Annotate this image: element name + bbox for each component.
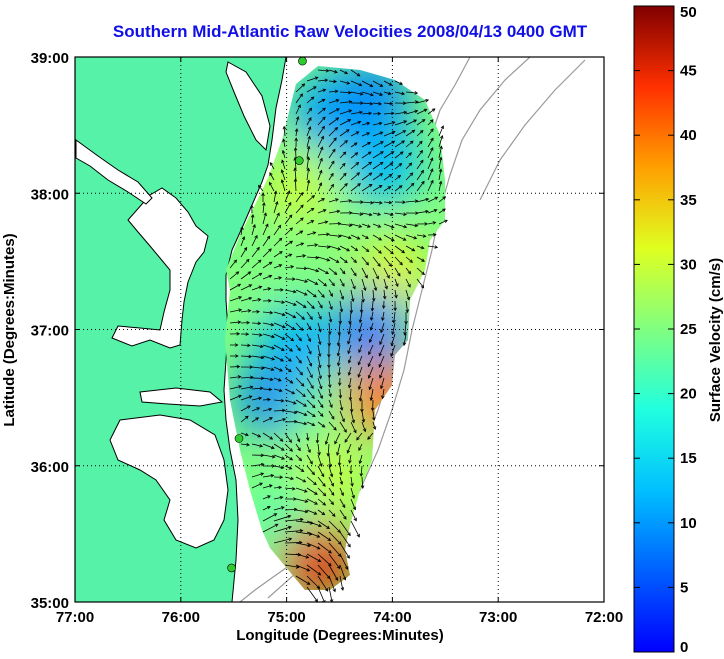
colorbar-tick-label: 10	[680, 515, 697, 532]
x-tick-label: 72:00	[585, 609, 623, 626]
x-tick-label: 75:00	[267, 609, 305, 626]
y-tick-label: 38:00	[31, 186, 69, 203]
radar-station-marker	[298, 57, 307, 66]
chesapeake-bay	[111, 187, 209, 349]
velocity-region	[343, 128, 420, 204]
potomac-river	[75, 139, 153, 205]
y-tick-label: 39:00	[31, 50, 69, 67]
radar-stations	[227, 57, 307, 573]
colorbar-tick-label: 30	[680, 256, 697, 273]
pamlico-sound	[109, 414, 229, 549]
radar-station-marker	[294, 156, 304, 165]
y-axis-label: Latitude (Degrees:Minutes)	[1, 233, 18, 426]
colorbar-tick-label: 25	[680, 321, 697, 338]
x-axis: 77:00 76:00 75:00 74:00 73:00 72:00	[56, 57, 623, 626]
colorbar-tick-label: 5	[680, 579, 688, 596]
delaware-bay	[225, 61, 271, 152]
colorbar-tick-label: 35	[680, 192, 697, 209]
y-axis: 39:00 38:00 37:00 36:00 35:00	[31, 50, 604, 612]
velocity-vectors	[229, 68, 448, 602]
colorbar-ticks: 0 5 10 15 20 25 30 35 40 45 50	[634, 4, 697, 656]
y-tick-label: 35:00	[31, 595, 69, 612]
x-tick-label: 77:00	[56, 609, 94, 626]
colorbar-tick-label: 20	[680, 386, 697, 403]
velocity-region	[238, 209, 315, 286]
colorbar-tick-label: 50	[680, 4, 697, 21]
colorbar-tick-label: 45	[680, 63, 697, 80]
colorbar-tick-label: 0	[680, 639, 688, 656]
colorbar-label: Surface Velocity (cm/s)	[707, 258, 724, 422]
radar-station-marker	[234, 434, 244, 443]
x-tick-label: 76:00	[162, 609, 200, 626]
colorbar-tick-label: 15	[680, 450, 697, 467]
x-tick-label: 73:00	[479, 609, 517, 626]
colorbar-tick-label: 40	[680, 127, 697, 144]
radar-station-marker	[227, 563, 236, 573]
chart-title: Southern Mid-Atlantic Raw Velocities 200…	[112, 22, 588, 41]
x-axis-label: Longitude (Degrees:Minutes)	[236, 627, 444, 644]
x-tick-label: 74:00	[373, 609, 411, 626]
y-tick-label: 36:00	[31, 459, 69, 476]
y-tick-label: 37:00	[31, 323, 69, 340]
colorbar	[633, 5, 675, 653]
grid-lines	[75, 57, 604, 602]
